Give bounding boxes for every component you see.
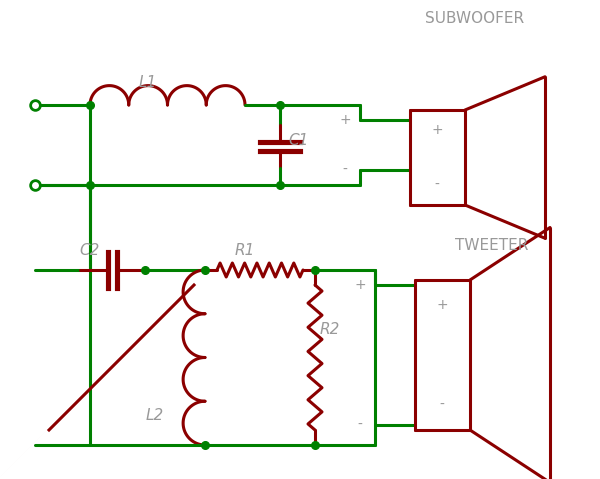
Text: R1: R1 [235, 242, 255, 258]
Text: C2: C2 [80, 242, 100, 258]
Text: +: + [354, 278, 366, 292]
Text: +: + [431, 123, 443, 137]
Text: +: + [339, 113, 351, 127]
Text: -: - [434, 178, 439, 192]
Text: R2: R2 [320, 322, 340, 338]
Text: +: + [436, 298, 448, 312]
Text: C1: C1 [288, 133, 308, 148]
Text: SUBWOOFER: SUBWOOFER [425, 11, 524, 25]
Text: -: - [343, 163, 347, 177]
Text: TWEETER: TWEETER [455, 238, 529, 252]
Text: L2: L2 [146, 408, 164, 422]
Text: -: - [440, 398, 445, 412]
Text: -: - [358, 418, 362, 432]
Text: L1: L1 [139, 75, 157, 90]
